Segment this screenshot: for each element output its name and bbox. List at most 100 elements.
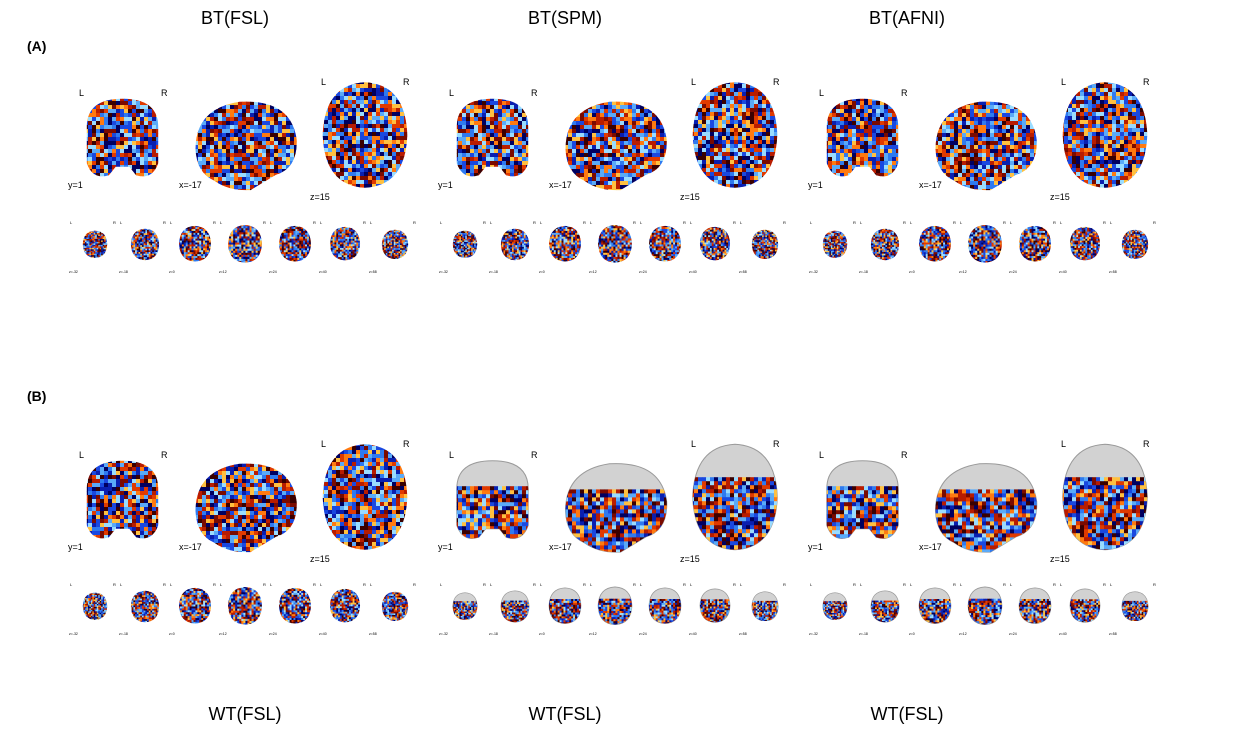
thumb-right-marker: R bbox=[733, 220, 736, 225]
sagittal-view bbox=[560, 459, 670, 554]
thumb-left-marker: L bbox=[1010, 582, 1012, 587]
axial-thumbnail: z=58 L R bbox=[369, 220, 417, 274]
axial-thumbnail: z=-32 L R bbox=[439, 220, 487, 274]
column-title-bottom-1: WT(FSL) bbox=[125, 704, 365, 725]
axial-slice-label: z=0 bbox=[169, 270, 175, 274]
column-title-bottom-3: WT(FSL) bbox=[787, 704, 1027, 725]
left-marker-axial: L bbox=[691, 77, 696, 87]
axial-slice-label: z=24 bbox=[1009, 632, 1017, 636]
coronal-coordinate: y=1 bbox=[808, 542, 823, 552]
axial-thumbnail: z=0 L R bbox=[909, 582, 957, 636]
thumb-left-marker: L bbox=[810, 220, 812, 225]
axial-slice-label: z=-32 bbox=[69, 270, 78, 274]
left-marker: L bbox=[79, 450, 84, 460]
axial-slice-label: z=-32 bbox=[439, 632, 448, 636]
axial-slice-label: z=0 bbox=[539, 632, 545, 636]
axial-thumbnail: z=12 L R bbox=[589, 220, 637, 274]
thumb-left-marker: L bbox=[440, 582, 442, 587]
thumb-right-marker: R bbox=[683, 220, 686, 225]
right-marker: R bbox=[901, 88, 908, 98]
thumb-left-marker: L bbox=[960, 582, 962, 587]
axial-thumbnail: z=24 L R bbox=[1009, 220, 1057, 274]
sagittal-coordinate: x=-17 bbox=[179, 542, 202, 552]
thumb-right-marker: R bbox=[363, 220, 366, 225]
axial-slice-label: z=58 bbox=[1109, 270, 1117, 274]
thumb-right-marker: R bbox=[903, 220, 906, 225]
thumb-left-marker: L bbox=[70, 220, 72, 225]
thumb-right-marker: R bbox=[783, 220, 786, 225]
thumb-right-marker: R bbox=[483, 582, 486, 587]
thumb-right-marker: R bbox=[853, 582, 856, 587]
thumb-left-marker: L bbox=[590, 220, 592, 225]
left-marker-axial: L bbox=[1061, 77, 1066, 87]
axial-slice-label: z=-32 bbox=[439, 270, 448, 274]
axial-thumbnail: z=40 L R bbox=[319, 220, 367, 274]
axial-thumbnail: z=12 L R bbox=[959, 220, 1007, 274]
left-marker: L bbox=[449, 450, 454, 460]
right-marker: R bbox=[161, 450, 168, 460]
thumb-right-marker: R bbox=[633, 582, 636, 587]
sagittal-coordinate: x=-17 bbox=[919, 542, 942, 552]
axial-slice-label: z=40 bbox=[319, 632, 327, 636]
axial-slice-label: z=-18 bbox=[859, 270, 868, 274]
axial-thumbnail: z=0 L R bbox=[539, 582, 587, 636]
coronal-view bbox=[820, 459, 905, 544]
axial-thumbnail: z=24 L R bbox=[269, 220, 317, 274]
thumb-left-marker: L bbox=[810, 582, 812, 587]
thumb-left-marker: L bbox=[270, 220, 272, 225]
thumb-right-marker: R bbox=[413, 582, 416, 587]
panel-label-a: (A) bbox=[27, 38, 46, 54]
thumb-left-marker: L bbox=[320, 582, 322, 587]
thumb-left-marker: L bbox=[170, 582, 172, 587]
thumb-left-marker: L bbox=[590, 582, 592, 587]
right-marker: R bbox=[901, 450, 908, 460]
axial-slice-label: z=0 bbox=[539, 270, 545, 274]
axial-thumbnail: z=-32 L R bbox=[809, 220, 857, 274]
left-marker: L bbox=[819, 450, 824, 460]
axial-thumbnail: z=12 L R bbox=[219, 220, 267, 274]
axial-thumbnail: z=-18 L R bbox=[119, 220, 167, 274]
thumb-right-marker: R bbox=[953, 220, 956, 225]
axial-slice-label: z=-32 bbox=[69, 632, 78, 636]
left-marker-axial: L bbox=[1061, 439, 1066, 449]
coronal-view bbox=[80, 97, 165, 182]
axial-thumbnail: z=58 L R bbox=[739, 582, 787, 636]
axial-thumbnail: z=24 L R bbox=[1009, 582, 1057, 636]
axial-slice-label: z=58 bbox=[369, 270, 377, 274]
thumb-right-marker: R bbox=[113, 582, 116, 587]
thumb-left-marker: L bbox=[170, 220, 172, 225]
thumb-right-marker: R bbox=[163, 220, 166, 225]
thumb-right-marker: R bbox=[113, 220, 116, 225]
thumb-right-marker: R bbox=[533, 220, 536, 225]
thumb-left-marker: L bbox=[220, 220, 222, 225]
column-title-top-3: BT(AFNI) bbox=[787, 8, 1027, 29]
thumb-right-marker: R bbox=[583, 582, 586, 587]
thumb-right-marker: R bbox=[583, 220, 586, 225]
axial-slice-label: z=12 bbox=[219, 632, 227, 636]
thumb-left-marker: L bbox=[70, 582, 72, 587]
thumb-right-marker: R bbox=[783, 582, 786, 587]
axial-slice-label: z=40 bbox=[689, 270, 697, 274]
axial-thumbnail: z=0 L R bbox=[169, 220, 217, 274]
axial-view bbox=[320, 442, 410, 552]
sagittal-coordinate: x=-17 bbox=[179, 180, 202, 190]
thumb-left-marker: L bbox=[960, 220, 962, 225]
axial-view bbox=[690, 80, 780, 190]
axial-thumbnail: z=24 L R bbox=[639, 220, 687, 274]
thumb-right-marker: R bbox=[633, 220, 636, 225]
coronal-coordinate: y=1 bbox=[68, 542, 83, 552]
coronal-view bbox=[450, 459, 535, 544]
axial-thumbnail: z=-32 L R bbox=[439, 582, 487, 636]
thumb-right-marker: R bbox=[733, 582, 736, 587]
axial-thumbnail: z=12 L R bbox=[959, 582, 1007, 636]
thumb-left-marker: L bbox=[370, 220, 372, 225]
axial-thumbnail: z=-32 L R bbox=[69, 220, 117, 274]
axial-slice-label: z=-18 bbox=[119, 270, 128, 274]
thumb-left-marker: L bbox=[1060, 220, 1062, 225]
thumb-right-marker: R bbox=[683, 582, 686, 587]
axial-thumbnail: z=-32 L R bbox=[69, 582, 117, 636]
coronal-view bbox=[450, 97, 535, 182]
thumb-left-marker: L bbox=[690, 220, 692, 225]
